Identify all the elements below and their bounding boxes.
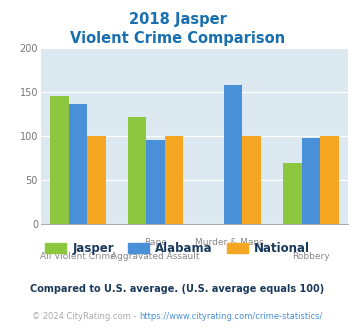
Text: Aggravated Assault: Aggravated Assault (111, 252, 200, 261)
Text: © 2024 CityRating.com - https://www.cityrating.com/crime-statistics/: © 2024 CityRating.com - https://www.city… (0, 329, 1, 330)
Text: Compared to U.S. average. (U.S. average equals 100): Compared to U.S. average. (U.S. average … (31, 284, 324, 294)
Bar (128, 117, 146, 224)
Bar (320, 136, 339, 224)
Text: 2018 Jasper: 2018 Jasper (129, 12, 226, 26)
Text: All Violent Crime: All Violent Crime (40, 252, 116, 261)
Text: © 2024 CityRating.com -: © 2024 CityRating.com - (32, 312, 139, 321)
Bar (69, 104, 87, 224)
Text: Rape: Rape (144, 238, 167, 247)
Text: Murder & Mans...: Murder & Mans... (195, 238, 272, 247)
Text: https://www.cityrating.com/crime-statistics/: https://www.cityrating.com/crime-statist… (139, 312, 323, 321)
Legend: Jasper, Alabama, National: Jasper, Alabama, National (40, 237, 315, 260)
Bar (224, 85, 242, 224)
Bar (302, 138, 320, 224)
Bar (165, 136, 183, 224)
Bar (87, 136, 106, 224)
Bar (146, 140, 165, 224)
Bar (242, 136, 261, 224)
Text: Robbery: Robbery (292, 252, 330, 261)
Bar (283, 163, 302, 224)
Text: Violent Crime Comparison: Violent Crime Comparison (70, 31, 285, 46)
Bar (50, 96, 69, 224)
